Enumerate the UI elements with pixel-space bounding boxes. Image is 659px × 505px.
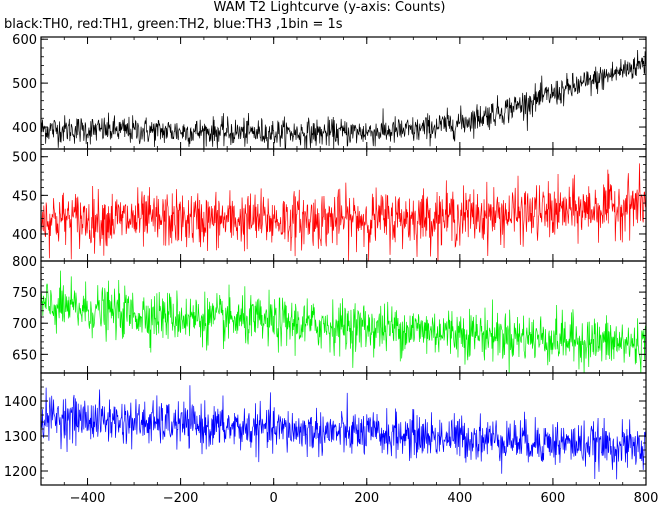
y-tick-label: 500 <box>12 77 37 92</box>
series-line-th1 <box>41 163 646 261</box>
series-line-th3 <box>41 385 646 480</box>
y-tick-label: 650 <box>12 348 37 363</box>
x-tick-label: 0 <box>270 491 278 505</box>
y-tick-label: 450 <box>12 189 37 204</box>
chart-legend-text: black:TH0, red:TH1, green:TH2, blue:TH3 … <box>4 17 343 32</box>
x-tick-label: 200 <box>354 491 379 505</box>
x-tick-label: −200 <box>163 491 199 505</box>
x-tick-label: 400 <box>447 491 472 505</box>
y-tick-label: 750 <box>12 286 37 301</box>
y-tick-label: 600 <box>12 33 37 48</box>
panel-frame-th0 <box>40 36 647 150</box>
y-tick-label: 700 <box>12 317 37 332</box>
y-tick-label: 1400 <box>4 395 37 410</box>
series-line-th0 <box>41 50 646 149</box>
y-tick-label: 400 <box>12 121 37 136</box>
series-line-th2 <box>41 270 646 373</box>
y-tick-label: 800 <box>12 255 37 270</box>
x-tick-label: 600 <box>541 491 566 505</box>
x-tick-label: −400 <box>70 491 106 505</box>
y-tick-label: 1300 <box>4 430 37 445</box>
y-tick-label: 1200 <box>4 465 37 480</box>
x-tick-label: 800 <box>634 491 659 505</box>
y-tick-label: 400 <box>12 228 37 243</box>
chart-title: WAM T2 Lightcurve (y-axis: Counts) <box>213 0 446 15</box>
y-tick-label: 500 <box>12 151 37 166</box>
